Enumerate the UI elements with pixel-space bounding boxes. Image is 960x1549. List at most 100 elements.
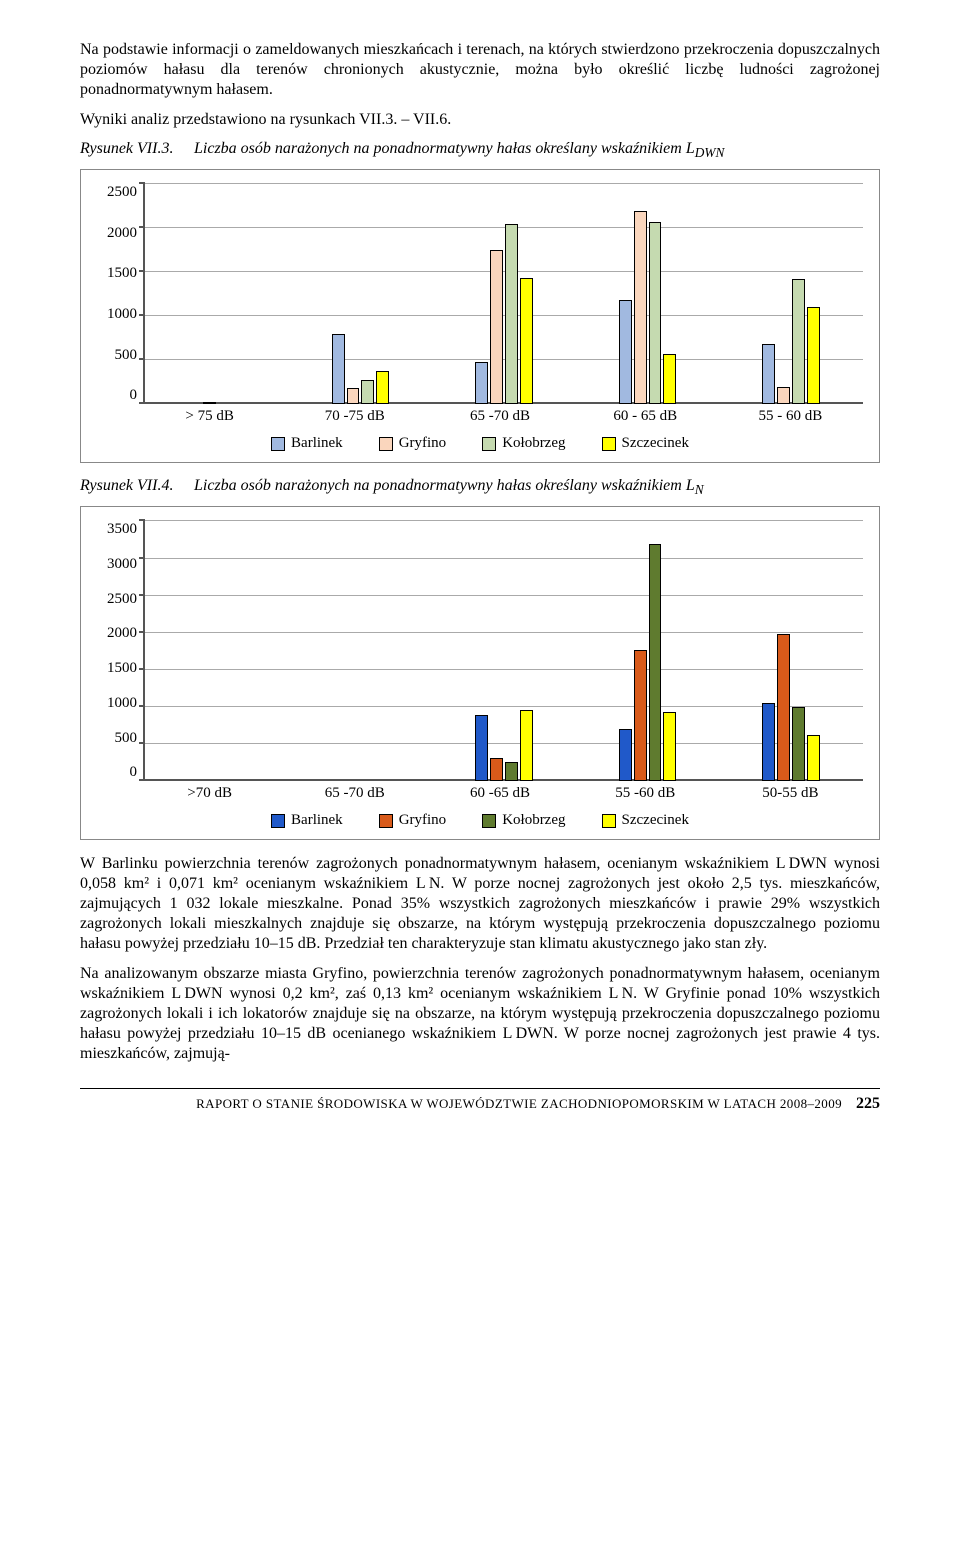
fig3-legend: Barlinek Gryfino Kołobrzeg Szczecinek [97, 435, 863, 452]
y-tick-label: 3500 [107, 521, 137, 538]
legend-label: Barlinek [291, 812, 343, 829]
x-tick-label: 60 -65 dB [427, 781, 572, 802]
bar-group [289, 521, 433, 781]
bar [777, 634, 790, 782]
legend-item: Kołobrzeg [482, 812, 565, 829]
legend-swatch [271, 814, 285, 828]
y-tick-label: 2500 [107, 184, 137, 201]
bar [347, 388, 360, 404]
y-tick-label: 500 [115, 347, 138, 364]
y-tick-label: 2000 [107, 225, 137, 242]
bar [361, 380, 374, 405]
legend-swatch [379, 814, 393, 828]
bar [663, 354, 676, 404]
bar [505, 762, 518, 781]
fig3-label: Rysunek VII.3. [80, 140, 190, 158]
legend-swatch [271, 437, 285, 451]
bar-group [145, 184, 289, 404]
fig4-caption: Rysunek VII.4. Liczba osób narażonych na… [80, 477, 880, 498]
x-tick-label: 70 -75 dB [282, 404, 427, 425]
bar [490, 758, 503, 782]
x-tick-label: 65 -70 dB [282, 781, 427, 802]
fig3-plot-area [145, 184, 863, 404]
bar [376, 371, 389, 404]
bar [475, 715, 488, 782]
fig4-x-labels: >70 dB65 -70 dB60 -65 dB55 -60 dB50-55 d… [137, 781, 863, 802]
fig3-chart: 25002000150010005000 > 75 dB70 -75 dB65 … [80, 169, 880, 463]
x-tick-label: 55 -60 dB [573, 781, 718, 802]
legend-label: Szczecinek [622, 812, 689, 829]
y-tick-label: 0 [130, 764, 138, 781]
leadin-paragraph: Wyniki analiz przedstawiono na rysunkach… [80, 110, 880, 130]
bar [807, 735, 820, 781]
bar [649, 544, 662, 782]
bar-group [145, 521, 289, 781]
bar [475, 362, 488, 404]
legend-swatch [482, 437, 496, 451]
bar-group [432, 521, 576, 781]
y-tick-label: 1500 [107, 265, 137, 282]
y-tick-label: 2500 [107, 591, 137, 608]
bar [332, 334, 345, 404]
bar [520, 278, 533, 404]
y-tick-label: 2000 [107, 625, 137, 642]
bar [203, 402, 216, 404]
legend-swatch [482, 814, 496, 828]
bar-group [719, 521, 863, 781]
legend-label: Gryfino [399, 435, 447, 452]
gryfino-paragraph: Na analizowanym obszarze miasta Gryfino,… [80, 964, 880, 1064]
intro-paragraph: Na podstawie informacji o zameldowanych … [80, 40, 880, 100]
legend-item: Gryfino [379, 812, 447, 829]
x-tick-label: > 75 dB [137, 404, 282, 425]
fig4-chart: 3500300025002000150010005000 >70 dB65 -7… [80, 506, 880, 840]
x-tick-label: >70 dB [137, 781, 282, 802]
bar [520, 710, 533, 781]
fig3-y-axis: 25002000150010005000 [97, 184, 143, 404]
y-tick-label: 3000 [107, 556, 137, 573]
bar [762, 703, 775, 781]
bar-group [576, 184, 720, 404]
legend-item: Barlinek [271, 435, 343, 452]
legend-item: Szczecinek [602, 435, 689, 452]
legend-item: Gryfino [379, 435, 447, 452]
fig4-y-axis: 3500300025002000150010005000 [97, 521, 143, 781]
bar [649, 222, 662, 404]
legend-label: Kołobrzeg [502, 435, 565, 452]
bar-group [432, 184, 576, 404]
bar [619, 729, 632, 781]
x-tick-label: 65 -70 dB [427, 404, 572, 425]
fig4-plot-area [145, 521, 863, 781]
legend-label: Kołobrzeg [502, 812, 565, 829]
y-tick-label: 1000 [107, 695, 137, 712]
legend-label: Szczecinek [622, 435, 689, 452]
bar-group [289, 184, 433, 404]
x-tick-label: 60 - 65 dB [573, 404, 718, 425]
bar [490, 250, 503, 404]
bar [634, 211, 647, 405]
legend-item: Szczecinek [602, 812, 689, 829]
fig3-x-labels: > 75 dB70 -75 dB65 -70 dB60 - 65 dB55 - … [137, 404, 863, 425]
legend-item: Kołobrzeg [482, 435, 565, 452]
barlinek-paragraph: W Barlinku powierzchnia terenów zagrożon… [80, 854, 880, 954]
bar [505, 224, 518, 404]
fig3-caption: Rysunek VII.3. Liczba osób narażonych na… [80, 140, 880, 161]
bar [762, 344, 775, 404]
x-tick-label: 55 - 60 dB [718, 404, 863, 425]
bar-group [576, 521, 720, 781]
legend-swatch [602, 814, 616, 828]
y-tick-label: 500 [115, 730, 138, 747]
bar [792, 707, 805, 781]
bar [663, 712, 676, 782]
legend-swatch [379, 437, 393, 451]
bar-group [719, 184, 863, 404]
bar [634, 650, 647, 781]
legend-item: Barlinek [271, 812, 343, 829]
fig4-label: Rysunek VII.4. [80, 477, 190, 495]
x-tick-label: 50-55 dB [718, 781, 863, 802]
bar [777, 387, 790, 405]
bar [792, 279, 805, 404]
bar [619, 300, 632, 404]
bar [807, 307, 820, 404]
footer-title: RAPORT O STANIE ŚRODOWISKA W WOJEWÓDZTWI… [196, 1096, 842, 1112]
y-tick-label: 0 [130, 387, 138, 404]
